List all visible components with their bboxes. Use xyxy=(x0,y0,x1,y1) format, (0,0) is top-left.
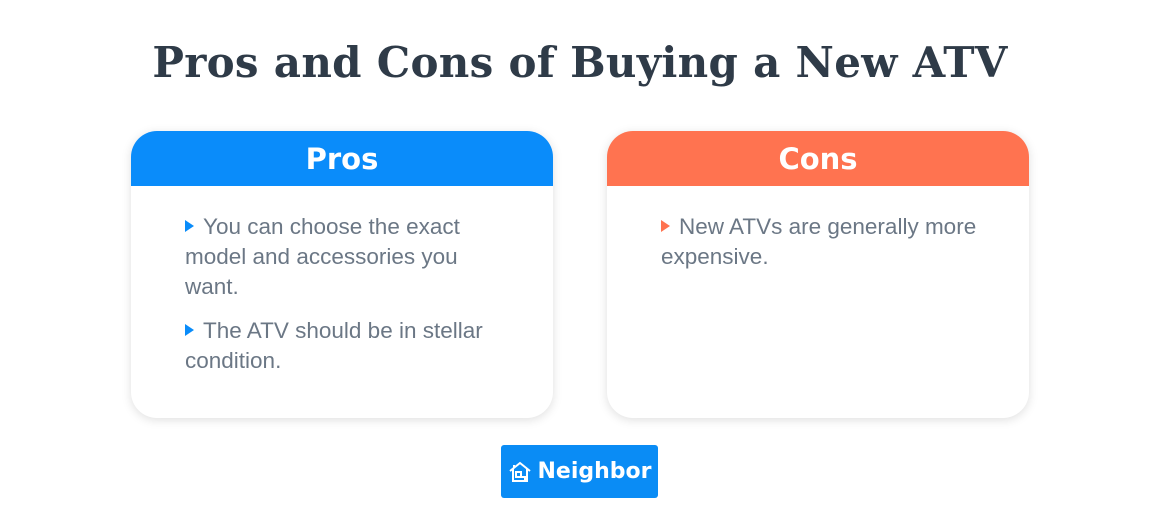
pros-card: Pros You can choose the exact model and … xyxy=(131,131,553,418)
item-text: You can choose the exact model and acces… xyxy=(185,214,460,299)
neighbor-logo: Neighbor xyxy=(501,445,658,498)
cons-heading: Cons xyxy=(607,131,1029,186)
triangle-bullet-icon xyxy=(185,220,194,232)
item-text: The ATV should be in stellar condition. xyxy=(185,318,483,373)
house-icon xyxy=(508,461,531,482)
list-item: New ATVs are generally more expensive. xyxy=(661,212,989,272)
list-item: The ATV should be in stellar condition. xyxy=(185,316,513,376)
pros-list: You can choose the exact model and acces… xyxy=(131,186,553,376)
item-text: New ATVs are generally more expensive. xyxy=(661,214,977,269)
list-item: You can choose the exact model and acces… xyxy=(185,212,513,302)
cons-card: Cons New ATVs are generally more expensi… xyxy=(607,131,1029,418)
logo-text: Neighbor xyxy=(537,459,652,484)
triangle-bullet-icon xyxy=(661,220,670,232)
page-title: Pros and Cons of Buying a New ATV xyxy=(152,38,1008,87)
triangle-bullet-icon xyxy=(185,324,194,336)
cons-list: New ATVs are generally more expensive. xyxy=(607,186,1029,272)
pros-heading: Pros xyxy=(131,131,553,186)
